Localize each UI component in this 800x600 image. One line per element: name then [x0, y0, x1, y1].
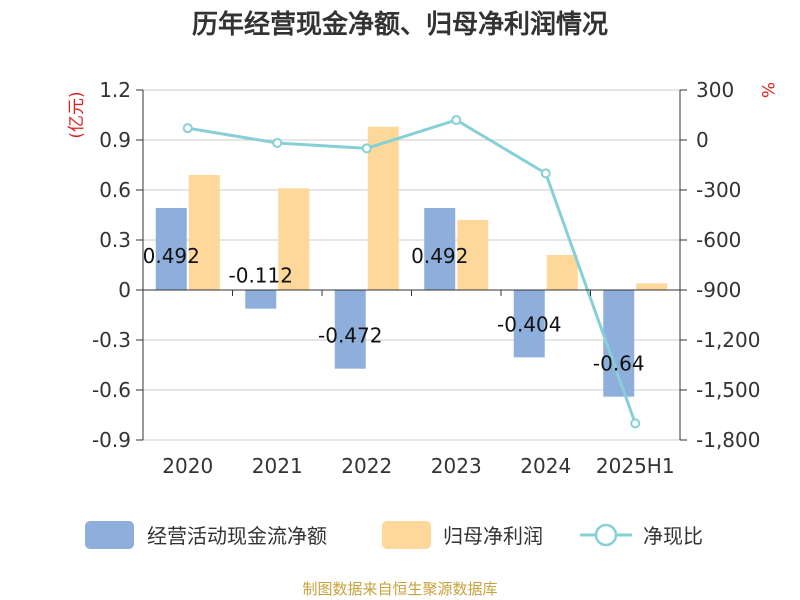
bar-net-profit [188, 175, 220, 290]
category-label: 2023 [431, 454, 482, 478]
legend-label-profit: 归母净利润 [443, 524, 543, 548]
bar-cash-flow [155, 208, 187, 290]
left-tick-label: 1.2 [99, 78, 131, 102]
bar-net-profit [367, 126, 399, 291]
left-tick-label: 0 [118, 278, 131, 302]
right-tick-label: 0 [696, 128, 709, 152]
right-tick-label: -600 [696, 228, 741, 252]
left-tick-label: 0.6 [99, 178, 131, 202]
data-labels: 0.492 -0.112 -0.472 0.492 -0.404 -0.64 [143, 244, 645, 376]
data-label-cash-flow: -0.64 [593, 352, 645, 376]
right-tick-label: -1,200 [696, 328, 760, 352]
left-tick-label: -0.6 [92, 378, 131, 402]
source-note: 制图数据来自恒生聚源数据库 [302, 580, 497, 598]
ratio-point [272, 138, 283, 148]
right-tick-label: -1,500 [696, 378, 760, 402]
data-label-cash-flow: 0.492 [411, 244, 468, 268]
ratio-line [182, 115, 641, 429]
bar-net-profit [546, 255, 578, 290]
chart-title: 历年经营现金净额、归母净利润情况 [192, 9, 608, 40]
right-tick-label: -300 [696, 178, 741, 202]
legend-label-cash: 经营活动现金流净额 [147, 524, 327, 548]
left-axis-unit: (亿元) [67, 91, 87, 138]
left-tick-label: -0.9 [92, 428, 131, 452]
bar-cash-flow [245, 290, 277, 309]
legend-swatch-profit [382, 521, 431, 549]
ratio-point [182, 123, 193, 134]
legend: 经营活动现金流净额 归母净利润 净现比 [85, 521, 703, 549]
data-label-cash-flow: -0.472 [318, 324, 382, 348]
data-label-cash-flow: -0.404 [497, 312, 561, 336]
legend-swatch-cash [85, 521, 134, 549]
right-tick-label: 300 [696, 78, 734, 102]
left-tick-label: 0.9 [99, 128, 131, 152]
category-label: 2021 [252, 454, 303, 478]
legend-label-ratio: 净现比 [643, 524, 703, 548]
right-tick-label: -1,800 [696, 428, 760, 452]
data-label-cash-flow: 0.492 [143, 244, 200, 268]
ratio-point [630, 418, 641, 429]
legend-swatch-ratio-marker [594, 523, 618, 547]
bar-net-profit [636, 283, 668, 290]
left-tick-label: 0.3 [99, 228, 131, 252]
ratio-line-path [187, 118, 637, 424]
category-label: 2025H1 [596, 454, 675, 478]
right-tick-label: -900 [696, 278, 741, 302]
ratio-point [540, 168, 551, 179]
axes: 1.2 0.9 0.6 0.3 0 -0.3 -0.6 -0.9 300 0 -300 -600 -90… [92, 78, 761, 478]
category-label: 2022 [341, 454, 392, 478]
category-label: 2024 [520, 454, 571, 478]
category-label: 2020 [162, 454, 213, 478]
bar-net-profit [457, 220, 489, 290]
right-axis-unit: % [757, 82, 777, 98]
data-label-cash-flow: -0.112 [229, 264, 293, 288]
left-tick-label: -0.3 [92, 328, 131, 352]
bar-cash-flow [334, 290, 366, 369]
bar-cash-flow [424, 208, 456, 290]
bar-net-profit [278, 188, 310, 290]
ratio-point [361, 143, 372, 154]
bars [155, 126, 668, 397]
bar-cash-flow [513, 290, 545, 358]
ratio-point [451, 115, 462, 125]
